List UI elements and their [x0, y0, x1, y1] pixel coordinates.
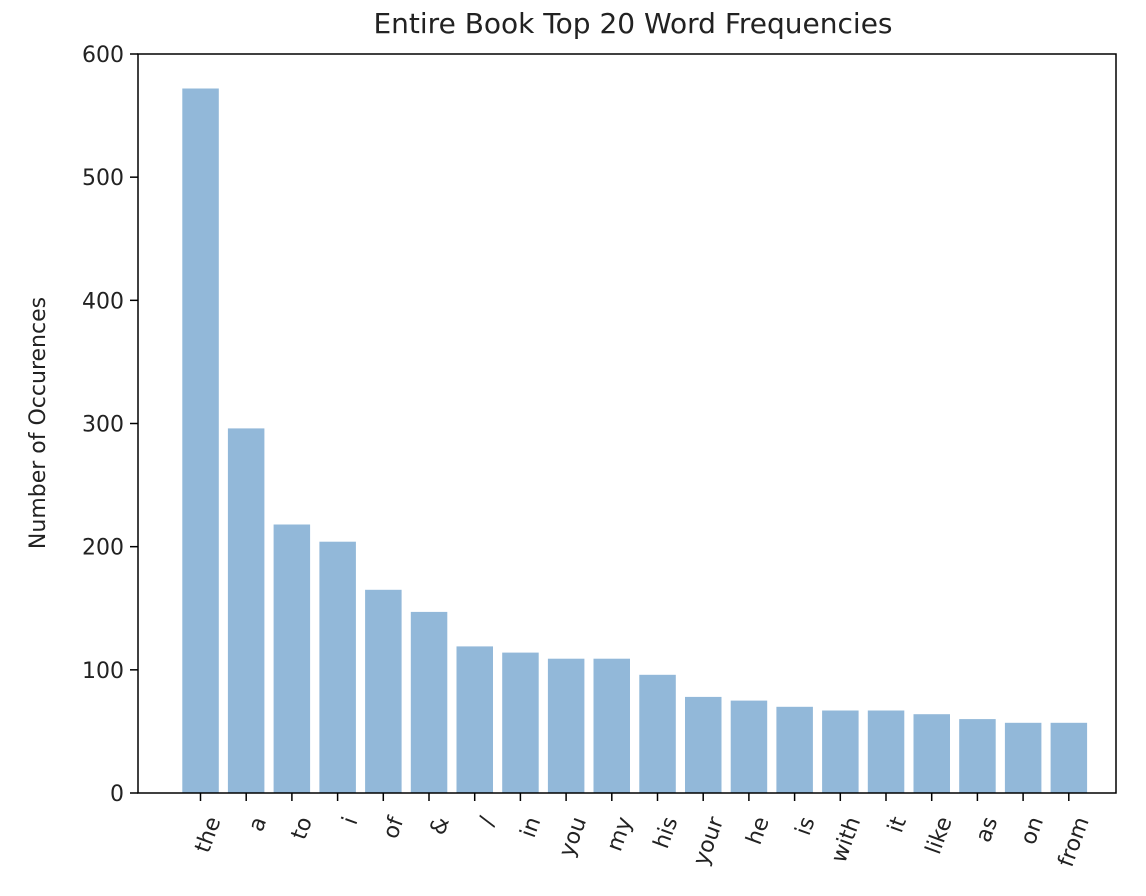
- plot-frame: [137, 53, 1117, 794]
- y-tick-label: 300: [82, 413, 124, 438]
- bars-group: [182, 88, 1088, 793]
- bar-your: [685, 696, 722, 793]
- bar-&: [410, 611, 448, 793]
- x-tick-label-18: on: [1016, 814, 1049, 848]
- x-tick-label-4: of: [378, 813, 409, 843]
- bar-like: [913, 714, 950, 793]
- x-tick-label-0: the: [191, 814, 227, 856]
- y-axis-ticks: 0 100 200 300 400 500 600: [82, 43, 138, 807]
- x-tick-label-16: like: [921, 814, 957, 858]
- x-tick-label-12: he: [742, 814, 775, 848]
- y-tick-label: 500: [82, 166, 124, 191]
- bar-the: [182, 88, 219, 793]
- bar-to: [273, 524, 311, 793]
- x-tick-label-3: i: [338, 814, 364, 828]
- bar-/: [456, 646, 493, 793]
- bar-you: [547, 658, 585, 793]
- bar-i: [319, 541, 356, 793]
- bar-my: [593, 658, 630, 793]
- bar-on: [1004, 722, 1042, 793]
- bar-his: [639, 674, 676, 793]
- x-tick-label-10: his: [649, 814, 683, 852]
- y-tick-label: 0: [110, 782, 124, 807]
- y-tick-label: 600: [82, 43, 124, 68]
- bar-a: [227, 428, 265, 793]
- bar-from: [1050, 722, 1088, 793]
- x-tick-label-2: to: [287, 814, 318, 843]
- x-tick-label-13: is: [791, 814, 821, 839]
- bar-as: [959, 719, 996, 793]
- bar-of: [365, 589, 402, 793]
- x-tick-label-8: you: [555, 814, 592, 861]
- bar-it: [867, 710, 905, 793]
- chart-title: Entire Book Top 20 Word Frequencies: [373, 7, 892, 40]
- y-tick-label: 100: [82, 659, 124, 684]
- bar-with: [822, 710, 859, 793]
- y-tick-label: 200: [82, 536, 124, 561]
- y-tick-label: 400: [82, 289, 124, 314]
- x-tick-label-17: as: [971, 814, 1003, 846]
- x-tick-label-6: /: [475, 813, 501, 829]
- x-tick-label-1: a: [244, 814, 272, 835]
- bar-is: [776, 706, 813, 793]
- bar-in: [502, 652, 539, 793]
- x-tick-label-5: &: [426, 814, 455, 839]
- x-tick-label-9: my: [602, 814, 637, 855]
- x-tick-label-7: in: [516, 814, 546, 841]
- x-tick-label-19: from: [1054, 814, 1095, 871]
- x-tick-label-14: with: [827, 814, 866, 866]
- x-axis-ticks: the a to i of & / in you my his your he is with it like a…: [191, 793, 1095, 870]
- y-axis-label: Number of Occurences: [26, 297, 51, 549]
- x-tick-label-11: your: [689, 813, 730, 869]
- x-tick-label-15: it: [883, 813, 912, 836]
- bar-he: [730, 700, 768, 793]
